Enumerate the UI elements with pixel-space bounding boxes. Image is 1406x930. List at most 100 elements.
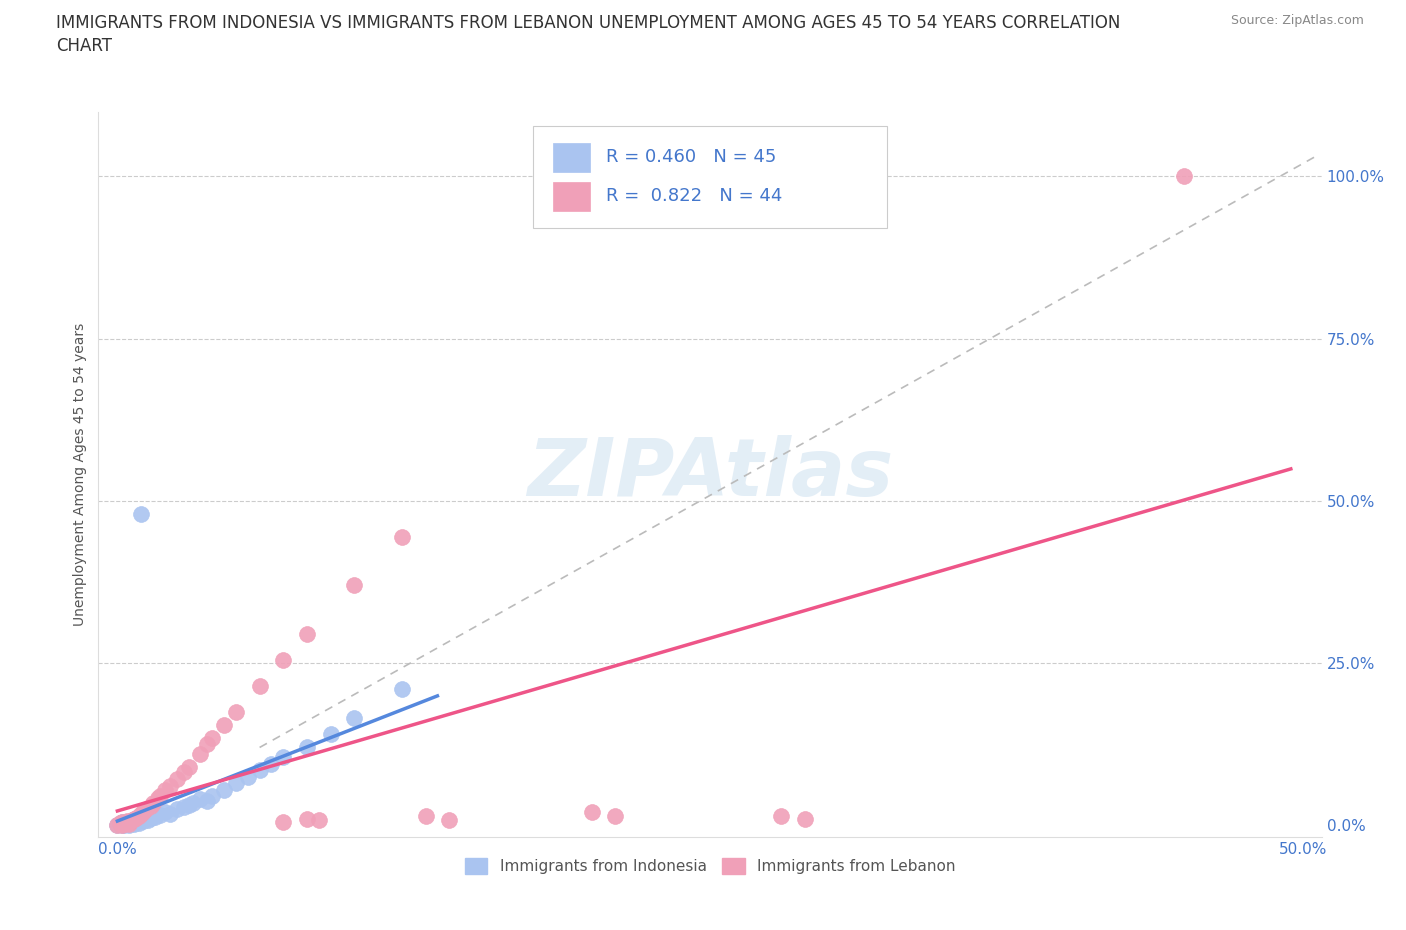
- Point: [273, 750, 295, 764]
- Point: [249, 763, 271, 777]
- Point: [142, 808, 165, 823]
- Point: [108, 817, 131, 831]
- Point: [295, 627, 318, 642]
- FancyBboxPatch shape: [554, 182, 591, 211]
- Point: [177, 797, 200, 812]
- Point: [343, 578, 366, 592]
- Point: [142, 795, 165, 810]
- Point: [153, 804, 176, 819]
- Point: [319, 727, 342, 742]
- Point: [260, 756, 283, 771]
- Point: [129, 811, 152, 826]
- Point: [129, 813, 152, 828]
- Point: [114, 816, 136, 830]
- Point: [188, 747, 212, 762]
- Point: [118, 817, 141, 832]
- Point: [118, 816, 141, 830]
- Point: [149, 789, 172, 804]
- Point: [128, 816, 150, 830]
- Point: [212, 782, 235, 797]
- Point: [173, 764, 195, 779]
- Point: [135, 802, 157, 817]
- Point: [225, 776, 247, 790]
- Legend: Immigrants from Indonesia, Immigrants from Lebanon: Immigrants from Indonesia, Immigrants fr…: [458, 852, 962, 880]
- Text: CHART: CHART: [56, 37, 112, 55]
- Text: Source: ZipAtlas.com: Source: ZipAtlas.com: [1230, 14, 1364, 27]
- Point: [581, 804, 603, 819]
- Point: [197, 737, 219, 751]
- Point: [139, 810, 162, 825]
- Point: [273, 653, 295, 668]
- Point: [129, 507, 152, 522]
- Point: [122, 811, 145, 826]
- Point: [415, 808, 437, 823]
- Point: [212, 717, 235, 732]
- Point: [128, 808, 150, 823]
- Point: [122, 816, 145, 830]
- Point: [181, 795, 204, 810]
- Point: [391, 682, 413, 697]
- Point: [201, 730, 224, 745]
- Point: [115, 816, 138, 830]
- Point: [108, 816, 131, 830]
- Y-axis label: Unemployment Among Ages 45 to 54 years: Unemployment Among Ages 45 to 54 years: [73, 323, 87, 626]
- Point: [159, 806, 181, 821]
- Point: [308, 813, 330, 828]
- Point: [139, 799, 162, 814]
- Point: [132, 804, 155, 819]
- Point: [118, 815, 141, 830]
- Point: [132, 814, 155, 829]
- Point: [793, 811, 815, 826]
- Text: R =  0.822   N = 44: R = 0.822 N = 44: [606, 188, 782, 206]
- Point: [188, 792, 212, 807]
- Point: [115, 814, 138, 829]
- Point: [115, 815, 138, 830]
- FancyBboxPatch shape: [554, 143, 591, 172]
- Point: [391, 529, 413, 544]
- Point: [166, 771, 188, 786]
- Point: [225, 704, 247, 719]
- Point: [201, 789, 224, 804]
- Point: [129, 806, 152, 821]
- Point: [159, 779, 181, 794]
- Point: [122, 817, 145, 831]
- Point: [125, 810, 148, 825]
- Point: [149, 807, 172, 822]
- Text: R = 0.460   N = 45: R = 0.460 N = 45: [606, 148, 776, 166]
- Point: [770, 808, 793, 823]
- Point: [111, 817, 134, 832]
- Text: ZIPAtlas: ZIPAtlas: [527, 435, 893, 513]
- Point: [295, 811, 318, 826]
- Point: [143, 809, 166, 824]
- Point: [273, 815, 295, 830]
- Point: [166, 802, 188, 817]
- Point: [121, 816, 143, 830]
- Point: [118, 817, 141, 831]
- Point: [146, 790, 169, 805]
- Point: [1173, 169, 1195, 184]
- Point: [111, 815, 134, 830]
- Point: [115, 817, 138, 831]
- Point: [121, 814, 143, 829]
- Point: [111, 817, 134, 832]
- Point: [105, 817, 128, 832]
- Point: [105, 817, 128, 832]
- Point: [114, 817, 136, 831]
- Point: [439, 813, 461, 828]
- Point: [125, 815, 148, 830]
- Point: [136, 813, 159, 828]
- Point: [121, 813, 143, 828]
- Point: [605, 808, 627, 823]
- FancyBboxPatch shape: [533, 126, 887, 228]
- Point: [197, 793, 219, 808]
- Point: [111, 815, 134, 830]
- Point: [295, 740, 318, 755]
- Point: [173, 800, 195, 815]
- Point: [177, 760, 200, 775]
- Point: [249, 678, 271, 693]
- Point: [153, 782, 176, 797]
- Point: [114, 817, 136, 832]
- Point: [343, 711, 366, 725]
- Text: IMMIGRANTS FROM INDONESIA VS IMMIGRANTS FROM LEBANON UNEMPLOYMENT AMONG AGES 45 : IMMIGRANTS FROM INDONESIA VS IMMIGRANTS …: [56, 14, 1121, 32]
- Point: [135, 811, 157, 826]
